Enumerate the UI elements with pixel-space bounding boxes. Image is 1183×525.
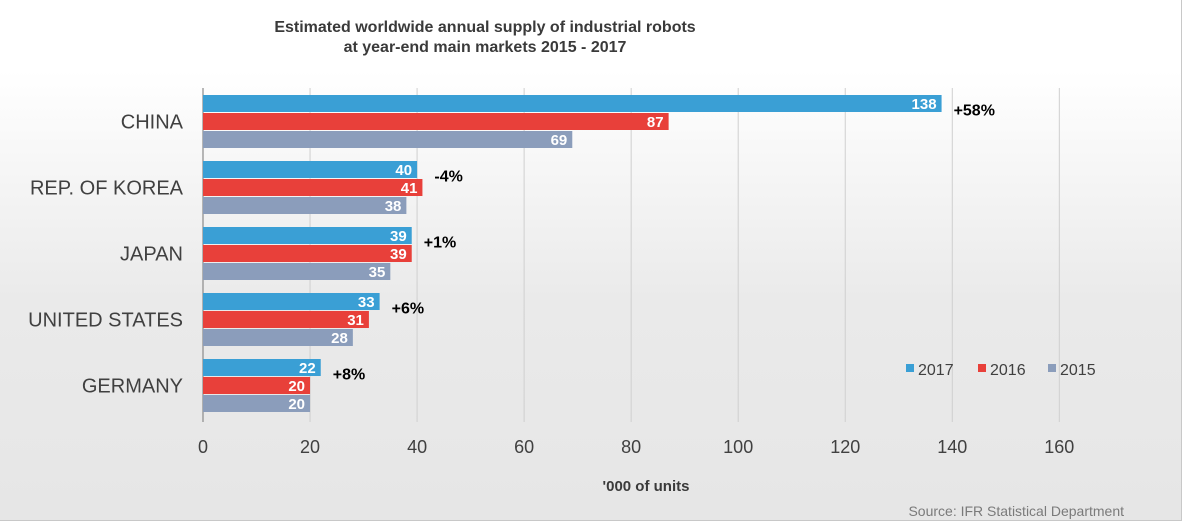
change-annotation: +6%	[392, 301, 424, 318]
x-tick-label: 60	[514, 437, 534, 457]
bar-value-label: 20	[288, 378, 305, 395]
x-tick-label: 0	[198, 437, 208, 457]
bar-value-label: 35	[369, 264, 386, 281]
legend-swatch	[1048, 364, 1056, 372]
bar	[203, 359, 321, 376]
x-tick-label: 120	[830, 437, 860, 457]
bar	[203, 131, 573, 148]
x-tick-label: 40	[407, 437, 427, 457]
category-label: JAPAN	[120, 244, 183, 266]
bar	[203, 113, 669, 130]
bar-value-label: 41	[401, 180, 418, 197]
bar-value-label: 69	[551, 132, 568, 149]
x-tick-label: 80	[621, 437, 641, 457]
legend-label: 2015	[1060, 362, 1096, 379]
legend-label: 2016	[990, 362, 1026, 379]
bar-value-label: 40	[395, 162, 412, 179]
chart-title-line2: at year-end main markets 2015 - 2017	[343, 39, 627, 56]
x-tick-label: 140	[937, 437, 967, 457]
category-label: REP. OF KOREA	[30, 178, 184, 200]
bar-value-label: 39	[390, 228, 407, 245]
change-annotation: +8%	[333, 367, 365, 384]
bar-value-label: 31	[347, 312, 364, 329]
source-note: Source: IFR Statistical Department	[908, 503, 1124, 519]
bar	[203, 293, 380, 310]
bar-value-label: 28	[331, 330, 348, 347]
change-annotation: +58%	[954, 103, 995, 120]
chart-title: Estimated worldwide annual supply of ind…	[185, 18, 785, 58]
bar	[203, 245, 412, 262]
category-label: GERMANY	[82, 376, 183, 398]
change-annotation: -4%	[434, 169, 462, 186]
bar	[203, 263, 391, 280]
bar	[203, 179, 423, 196]
bar	[203, 377, 311, 394]
bar	[203, 161, 418, 178]
bar-value-label: 87	[647, 114, 664, 131]
legend-label: 2017	[918, 362, 954, 379]
bar-value-label: 38	[385, 198, 402, 215]
x-axis-label: '000 of units	[603, 478, 690, 495]
chart-title-line1: Estimated worldwide annual supply of ind…	[274, 19, 696, 36]
x-tick-label: 160	[1044, 437, 1074, 457]
bar-value-label: 33	[358, 294, 375, 311]
bar	[203, 311, 369, 328]
bar-value-label: 20	[288, 396, 305, 413]
bar	[203, 197, 407, 214]
bar	[203, 95, 942, 112]
bar	[203, 227, 412, 244]
bar-value-label: 138	[912, 96, 937, 113]
legend-swatch	[906, 364, 914, 372]
category-label: UNITED STATES	[28, 310, 183, 332]
bar	[203, 329, 353, 346]
bar-value-label: 22	[299, 360, 316, 377]
bar-value-label: 39	[390, 246, 407, 263]
x-tick-label: 100	[723, 437, 753, 457]
x-tick-label: 20	[300, 437, 320, 457]
legend-swatch	[978, 364, 986, 372]
change-annotation: +1%	[424, 235, 456, 252]
category-label: CHINA	[121, 112, 184, 134]
bar	[203, 395, 311, 412]
